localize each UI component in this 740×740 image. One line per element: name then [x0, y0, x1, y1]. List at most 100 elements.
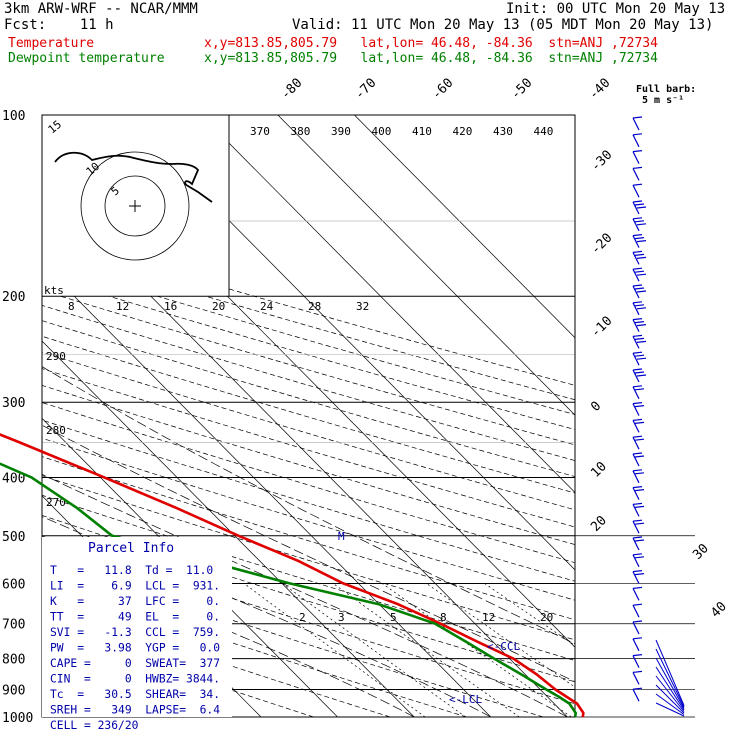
- mixing-ratio-tick-label: 12: [482, 611, 495, 624]
- wind-barb-flag: [632, 368, 643, 371]
- wind-barb-flag: [634, 489, 645, 492]
- isotherm-line: [277, 115, 575, 416]
- wind-barb-flag: [634, 388, 645, 391]
- valid-time: Valid: 11 UTC Mon 20 May 13 (05 MDT Mon …: [292, 17, 714, 33]
- wind-barb-flag: [632, 334, 643, 337]
- wind-barb-flag: [632, 150, 643, 153]
- wind-barb-flag: [636, 340, 647, 343]
- parcel-info-row: T = 11.8 Td = 11.0: [50, 564, 213, 577]
- parcel-info-row: PW = 3.98 YGP = 0.0: [50, 642, 220, 655]
- wind-barb-flag: [634, 253, 645, 256]
- wind-barb-staff: [632, 386, 640, 400]
- theta-e-tick-label: 370: [250, 125, 270, 138]
- theta-e-tick-label: 380: [291, 125, 311, 138]
- hodograph-kts-label: kts: [44, 284, 64, 297]
- wind-barb-flag: [632, 166, 643, 169]
- wind-barb-flag: [636, 273, 647, 276]
- wind-barb-staff: [632, 672, 640, 685]
- wind-barb-flag: [632, 217, 643, 220]
- wind-barb-flag: [634, 455, 645, 458]
- wind-barb-flag: [632, 486, 643, 489]
- wind-barb-staff: [632, 184, 640, 198]
- parcel-info-row: LI = 6.9 LCL = 931.: [50, 580, 220, 593]
- isotherm-tick-label: -80: [278, 76, 305, 103]
- wind-barb-flag: [632, 318, 643, 321]
- wind-barb-staff: [655, 702, 685, 717]
- wind-barb-staff: [632, 151, 640, 164]
- parcel-info-row: Tc = 30.5 SHEAR= 34.: [50, 688, 220, 701]
- wind-barb-flag: [632, 385, 643, 388]
- wind-barb-staff: [632, 655, 640, 668]
- wind-barb-flag: [632, 570, 643, 573]
- isotherm-line: [354, 115, 575, 339]
- wind-barb-flag: [634, 556, 645, 559]
- theta-e-200-tick-label: 16: [164, 300, 177, 313]
- theta-e-200-tick-label: 20: [212, 300, 225, 313]
- parcel-info-row: K = 37 LFC = 0.: [50, 595, 220, 608]
- wind-barb-flag: [634, 270, 645, 273]
- isotherm-tick-label: -40: [586, 76, 613, 103]
- wind-barb-flag: [634, 438, 645, 441]
- theta-e-200-tick-label: 12: [116, 300, 129, 313]
- lcl-annotation: <-LCL: [449, 693, 482, 706]
- ccl-annotation: <-CCL: [487, 640, 520, 653]
- plot-frame: [41, 114, 576, 718]
- isotherm-line: [200, 115, 575, 494]
- wind-barb-staff: [632, 218, 640, 232]
- wind-barb-flag: [634, 337, 645, 340]
- model-title: 3km ARW-WRF -- NCAR/MMM: [4, 1, 198, 17]
- wind-barb-staff: [655, 675, 685, 712]
- wind-barb-flag: [632, 133, 643, 136]
- wind-barb-staff: [655, 648, 685, 708]
- isotherm-tick-label: -10: [588, 314, 615, 341]
- wind-barb-flag: [632, 200, 643, 203]
- init-time: Init: 00 UTC Mon 20 May 13: [506, 1, 726, 17]
- wind-barb-flag: [634, 539, 645, 542]
- wind-barb-staff: [632, 537, 640, 551]
- mixing-ratio-line: [243, 583, 426, 717]
- mixing-ratio-tick-label: 20: [540, 611, 553, 624]
- wind-barb-flag: [632, 654, 643, 657]
- wind-barb-staff: [632, 201, 640, 215]
- wind-barb-staff: [655, 693, 685, 715]
- parcel-info-row: SREH = 349 LAPSE= 6.4: [50, 704, 220, 717]
- temperature-profile-line: [0, 433, 585, 718]
- wind-barb-flag: [636, 307, 647, 310]
- wind-barb-staff: [632, 554, 640, 568]
- mixing-ratio-tick-label: 5: [390, 611, 397, 624]
- wind-barb-flag: [632, 670, 643, 673]
- wind-barb-staff: [632, 588, 640, 601]
- theta-e-200-tick-label: 24: [260, 300, 274, 313]
- wind-barb-flag: [632, 418, 643, 421]
- wind-barb-flag: [636, 206, 647, 209]
- wind-barb-flag: [632, 301, 643, 304]
- dewpoint-profile-line: [0, 462, 577, 718]
- mixing-ratio-tick-label: 8: [440, 611, 447, 624]
- wind-barb-staff: [632, 134, 640, 148]
- wind-barb-flag: [634, 371, 645, 374]
- pressure-tick-label: 900: [2, 683, 25, 698]
- wind-barb-flag: [632, 402, 643, 405]
- theta-tick-label: 290: [46, 350, 66, 363]
- parcel-info-title: Parcel Info: [88, 541, 174, 556]
- pressure-tick-label: 200: [2, 290, 25, 305]
- wind-barb-flag: [632, 234, 643, 237]
- pressure-tick-label: 1000: [2, 711, 33, 726]
- wind-barb-flag: [634, 237, 645, 240]
- wind-barb-staff: [632, 319, 640, 332]
- mixing-ratio-line: [282, 583, 466, 717]
- wind-barb-staff: [632, 453, 640, 467]
- isotherm-tick-label: -50: [508, 76, 535, 103]
- wind-barb-flag: [634, 421, 645, 424]
- wind-barb-staff: [632, 285, 640, 299]
- parcel-info-row: SVI = -1.3 CCL = 759.: [50, 626, 220, 639]
- parcel-info-row: TT = 49 EL = 0.: [50, 611, 220, 624]
- pressure-tick-label: 800: [2, 653, 25, 668]
- pressure-tick-label: 100: [2, 109, 25, 124]
- pressure-tick-label: 600: [2, 577, 25, 592]
- wind-barb-staff: [632, 235, 640, 248]
- wind-barb-flag: [634, 522, 645, 525]
- wind-barb-flag: [632, 536, 643, 539]
- wind-barb-flag: [632, 284, 643, 287]
